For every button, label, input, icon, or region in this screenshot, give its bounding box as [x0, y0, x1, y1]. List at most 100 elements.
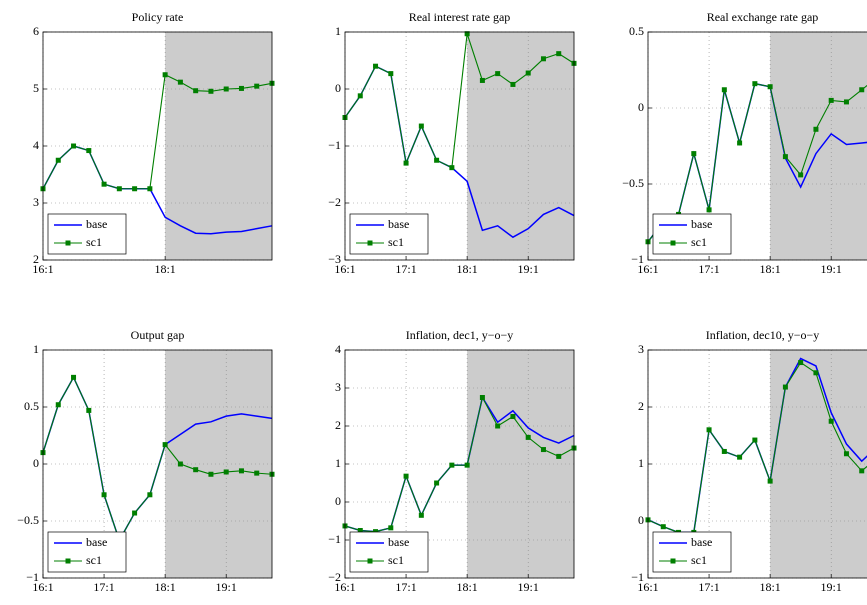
panel: Output gap −1 −0.5 0 0.5 1 16:1 17:1 18:1 19:1 bas…	[17, 328, 275, 594]
point-marker	[510, 414, 516, 419]
y-tick-label: −2	[328, 195, 341, 209]
forecast-shade	[770, 32, 867, 260]
panel: Real interest rate gap −3 −2 −1 0 1 16:1 17:1 18…	[328, 10, 577, 276]
point-marker	[71, 374, 77, 380]
legend-box	[349, 531, 429, 573]
x-tick-label: 18:1	[759, 580, 780, 594]
y-tick-label: −1	[328, 138, 341, 152]
point-marker	[737, 140, 743, 146]
x-tick-label: 19:1	[821, 262, 842, 276]
legend-label: base	[691, 217, 712, 231]
x-tick-label: 19:1	[821, 580, 842, 594]
legend-label: base	[388, 217, 409, 231]
legend-box	[652, 213, 732, 255]
legend-label: sc1	[691, 235, 707, 249]
y-tick-label: 1	[335, 24, 341, 38]
y-tick-label: −0.5	[622, 176, 644, 190]
point-marker	[388, 71, 394, 77]
point-marker	[434, 480, 440, 486]
legend-label: sc1	[388, 235, 404, 249]
legend-label: sc1	[86, 235, 102, 249]
y-tick-label: 0.5	[629, 24, 644, 38]
point-marker	[418, 123, 424, 129]
y-tick-label: −0.5	[17, 513, 39, 527]
legend-marker	[65, 240, 71, 246]
point-marker	[373, 529, 379, 535]
panel: Real exchange rate gap −1 −0.5 0 0.5 16:1 17:1…	[622, 10, 867, 276]
point-marker	[752, 81, 758, 87]
x-tick-label: 18:1	[154, 580, 175, 594]
point-marker	[706, 207, 712, 213]
point-marker	[373, 63, 379, 69]
series-line	[647, 83, 867, 243]
point-marker	[495, 423, 501, 429]
legend-marker	[670, 240, 676, 246]
forecast-shade	[165, 32, 272, 260]
point-marker	[193, 467, 199, 473]
x-tick-label: 16:1	[334, 580, 355, 594]
y-tick-label: 2	[638, 399, 644, 413]
point-marker	[208, 88, 214, 94]
point-marker	[449, 165, 455, 171]
forecast-shade	[467, 350, 574, 578]
point-marker	[238, 468, 244, 474]
x-tick-label: 17:1	[395, 580, 416, 594]
x-tick-label: 18:1	[759, 262, 780, 276]
point-marker	[510, 81, 516, 87]
point-marker	[116, 186, 122, 192]
panel-title: Output gap	[131, 328, 185, 342]
y-tick-label: −1	[26, 570, 39, 584]
x-tick-label: 19:1	[518, 580, 539, 594]
point-marker	[721, 448, 727, 454]
y-tick-label: −1	[631, 252, 644, 266]
point-marker	[101, 181, 107, 187]
point-marker	[843, 99, 849, 105]
legend-box	[47, 213, 127, 255]
x-tick-label: 17:1	[698, 262, 719, 276]
point-marker	[193, 88, 199, 94]
point-marker	[132, 510, 138, 516]
panel-title: Real interest rate gap	[409, 10, 511, 24]
point-marker	[479, 395, 485, 400]
point-marker	[660, 524, 666, 530]
point-marker	[357, 528, 363, 533]
legend-marker	[65, 558, 71, 564]
y-tick-label: 0	[335, 81, 341, 95]
point-marker	[782, 154, 788, 160]
x-tick-label: 18:1	[456, 262, 477, 276]
legend-box	[47, 531, 127, 573]
panel: Inflation, dec1, y−o−y −2 −1 0 1 2 3 4 16:1 17:1 1…	[328, 328, 577, 594]
forecast-shade	[467, 32, 574, 260]
point-marker	[828, 418, 834, 424]
legend-label: base	[691, 535, 712, 549]
point-marker	[208, 471, 214, 477]
plot-frame	[42, 31, 273, 261]
point-marker	[223, 469, 229, 475]
legend-marker	[670, 558, 676, 564]
y-tick-label: −1	[631, 570, 644, 584]
x-tick-label: 17:1	[698, 580, 719, 594]
point-marker	[767, 84, 773, 90]
y-tick-label: 0.5	[24, 399, 39, 413]
legend-label: base	[86, 217, 107, 231]
panel: Policy rate 2 3 4 5 6 16:1 18:1 base sc1	[32, 10, 275, 276]
y-tick-label: −2	[328, 570, 341, 584]
x-tick-label: 16:1	[32, 580, 53, 594]
panel-title: Inflation, dec1, y−o−y	[406, 328, 514, 342]
legend-box	[349, 213, 429, 255]
x-tick-label: 16:1	[637, 580, 658, 594]
y-tick-label: 0	[335, 494, 341, 508]
y-tick-label: 2	[33, 252, 39, 266]
point-marker	[388, 525, 394, 531]
plot-frame	[647, 31, 867, 261]
point-marker	[479, 77, 485, 83]
legend-marker	[367, 240, 373, 246]
x-tick-label: 17:1	[395, 262, 416, 276]
legend-label: sc1	[86, 553, 102, 567]
point-marker	[859, 87, 865, 93]
y-tick-label: 3	[638, 342, 644, 356]
point-marker	[55, 402, 61, 408]
point-marker	[403, 160, 409, 166]
y-tick-label: 3	[33, 195, 39, 209]
